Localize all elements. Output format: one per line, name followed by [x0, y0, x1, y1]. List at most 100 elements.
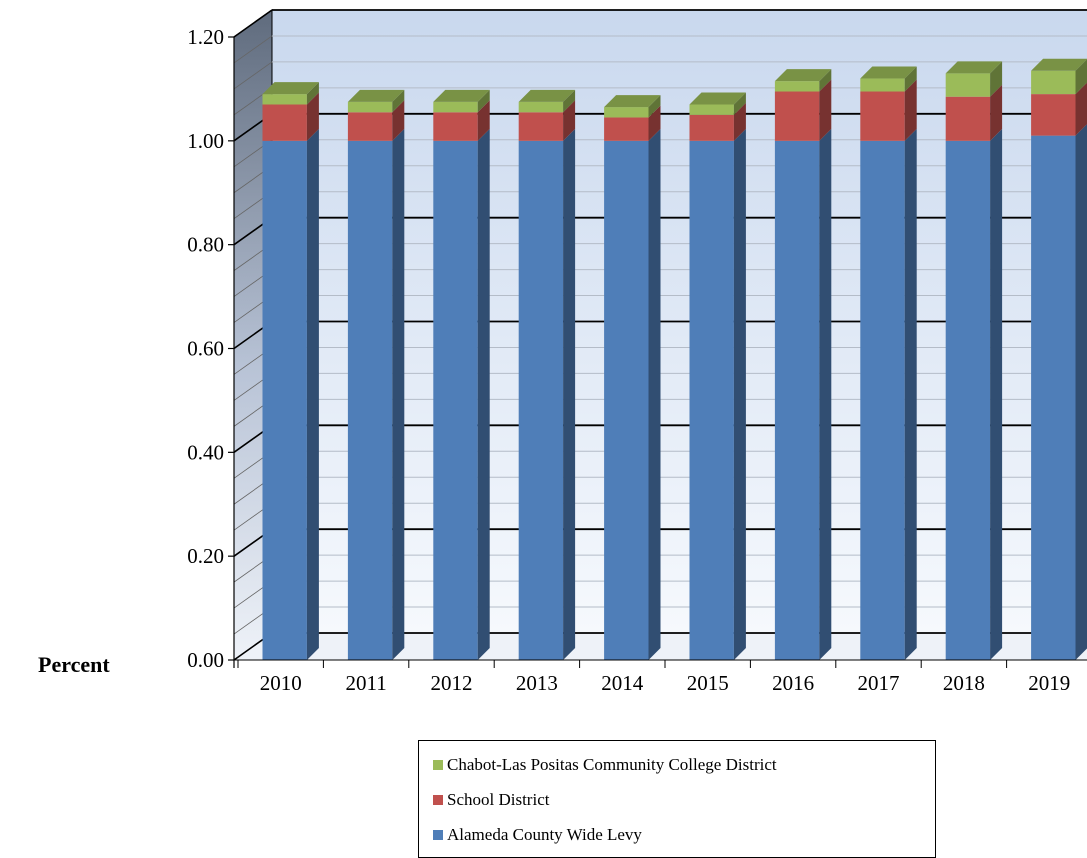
x-tick-label: 2012: [431, 671, 473, 695]
bar-2014-s0-front: [604, 140, 649, 661]
x-tick-label: 2011: [345, 671, 386, 695]
x-tick-label: 2013: [516, 671, 558, 695]
legend-item-alameda: Alameda County Wide Levy: [433, 825, 642, 845]
bar-2012-s2-front: [433, 101, 478, 113]
bar-2016-s2-side: [819, 69, 832, 92]
bar-2010-s0-side: [306, 128, 319, 661]
bar-2014-s2-top: [604, 95, 661, 108]
bar-2016-s0-side: [819, 128, 832, 661]
bar-2016-s1-front: [774, 91, 820, 141]
bar-2017-s0-side: [904, 128, 917, 661]
bar-2015-s0-front: [689, 140, 734, 661]
bar-2014-s2-front: [604, 107, 649, 118]
bar-2018-s0-side: [990, 128, 1003, 661]
bar-2018-s1-side: [990, 84, 1003, 141]
bar-2017-s0-front: [860, 140, 905, 661]
bar-2017-s2-top: [860, 66, 917, 79]
bar-2013-s2-front: [518, 101, 564, 113]
bar-2015-s0-side: [733, 128, 746, 661]
bar-2012-s1-front: [433, 112, 478, 141]
y-tick-label: 0.20: [187, 544, 224, 568]
legend-swatch-school: [433, 795, 443, 805]
bar-2016-s2-front: [774, 81, 820, 92]
bar-2010-s2-front: [262, 94, 307, 105]
bar-2019-s0-front: [1031, 135, 1076, 660]
bar-2013-s1-front: [518, 112, 564, 141]
bar-2013-s2-top: [518, 89, 576, 102]
legend-item-school: School District: [433, 790, 549, 810]
bar-2015-s2-front: [689, 104, 734, 115]
y-tick-label: 0.00: [187, 648, 224, 672]
bar-2016-s2-top: [774, 69, 832, 82]
x-tick-label: 2010: [260, 671, 302, 695]
bar-2018-s2-top: [945, 61, 1003, 74]
bar-2011-s1-side: [392, 100, 405, 141]
bar-2010-s1-side: [306, 92, 319, 141]
bar-2011-s2-top: [347, 89, 405, 102]
bar-2013-s2-side: [563, 89, 576, 113]
bar-2018-s0-front: [945, 140, 991, 661]
bar-2011-s2-front: [347, 101, 393, 113]
legend: Chabot-Las Positas Community College Dis…: [418, 740, 936, 858]
bar-2012-s0-side: [477, 128, 490, 661]
y-tick-label: 0.40: [187, 440, 224, 464]
legend-swatch-alameda: [433, 830, 443, 840]
bar-2015-s2-top: [689, 92, 746, 105]
bar-2014-s2-side: [648, 95, 661, 118]
bar-2017-s2-front: [860, 78, 905, 92]
chart-plot: 0.00 0.20 0.40 0.60 0.80 1.00 1.20 2010 2011 2012…: [187, 9, 1087, 695]
bar-2010-s0-front: [262, 140, 307, 661]
bar-2015-s1-side: [733, 102, 746, 141]
legend-swatch-college: [433, 760, 443, 770]
minor-gridline-side: [233, 61, 273, 90]
bar-2012-s2-top: [433, 89, 490, 102]
y-tick-label: 0.80: [187, 233, 224, 257]
bar-2012-s2-side: [477, 89, 490, 113]
x-tick-label: 2018: [943, 671, 985, 695]
x-tick-label: 2014: [601, 671, 644, 695]
bar-2010-s1-front: [262, 104, 307, 141]
bar-2012-s0-front: [433, 140, 478, 661]
y-tick-label: 1.00: [187, 129, 224, 153]
bar-2019-s2-top: [1031, 58, 1087, 71]
bar-2013-s0-front: [518, 140, 564, 661]
x-tick-label: 2017: [858, 671, 900, 695]
bar-2019-s0-side: [1075, 124, 1087, 660]
bar-2010-s2-side: [306, 82, 319, 105]
bar-2011-s2-side: [392, 89, 405, 113]
bar-2018-s2-front: [945, 73, 991, 97]
x-tick-label: 2015: [687, 671, 729, 695]
bar-2011-s1-front: [347, 112, 393, 141]
bar-2015-s1-front: [689, 114, 734, 141]
bar-2018-s1-front: [945, 96, 991, 141]
bar-2014-s0-side: [648, 128, 661, 661]
legend-label-college: Chabot-Las Positas Community College Dis…: [447, 755, 777, 774]
y-axis-label: Percent: [38, 652, 110, 677]
legend-item-college: Chabot-Las Positas Community College Dis…: [433, 755, 777, 775]
bar-2011-s0-front: [347, 140, 393, 661]
bar-2016-s1-side: [819, 79, 832, 141]
bar-2019-s2-front: [1031, 70, 1076, 95]
bar-2019-s1-front: [1031, 94, 1076, 136]
bar-2014-s1-side: [648, 105, 661, 141]
y-tick-label: 1.20: [187, 25, 224, 49]
legend-label-alameda: Alameda County Wide Levy: [447, 825, 642, 844]
bar-2014-s1-front: [604, 117, 649, 141]
bar-2017-s1-front: [860, 91, 905, 141]
bar-2012-s1-side: [477, 100, 490, 141]
bar-2011-s0-side: [392, 128, 405, 661]
bar-2019-s1-side: [1075, 82, 1087, 136]
x-tick-label: 2019: [1028, 671, 1070, 695]
bar-2015-s2-side: [733, 92, 746, 115]
major-gridline-side: [233, 9, 273, 38]
bar-2013-s1-side: [563, 100, 576, 141]
bar-2017-s2-side: [904, 66, 917, 92]
bar-2013-s0-side: [563, 128, 576, 661]
bar-2010-s2-top: [262, 82, 319, 95]
x-tick-label: 2016: [772, 671, 814, 695]
y-tick-label: 0.60: [187, 337, 224, 361]
legend-label-school: School District: [447, 790, 550, 809]
minor-gridline-side: [233, 35, 273, 64]
bar-2018-s2-side: [990, 61, 1003, 97]
